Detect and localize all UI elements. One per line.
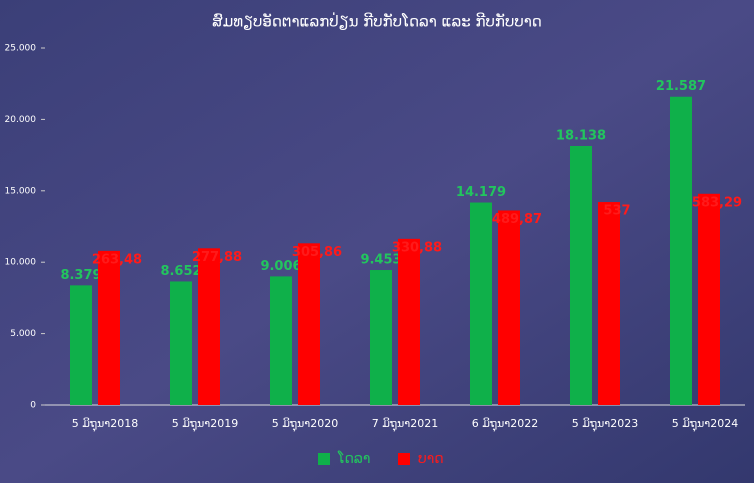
y-tick-label: 5.000 (10, 329, 36, 339)
bar (270, 276, 292, 405)
y-tick-label: 20.000 (5, 115, 37, 125)
x-tick-label: 5 ມິຖຸນາ2018 (72, 417, 138, 432)
x-tick-label: 5 ມິຖຸນາ2023 (572, 417, 638, 432)
value-label: 8.379 (60, 268, 101, 283)
bar (70, 285, 92, 405)
value-label: 18.138 (556, 128, 606, 143)
value-label: 277,88 (192, 250, 242, 265)
value-label: 583,29 (692, 195, 742, 210)
y-tick-label: 0 (30, 401, 36, 411)
value-label: 14.179 (456, 185, 506, 200)
value-label: 9.453 (360, 253, 401, 268)
bar (370, 270, 392, 405)
bar (198, 248, 220, 405)
chart-title: ສົມທຽບອັດຕາແລກປ່ຽນ ກີບກັບໂດລາ ແລະ ກີບກັບ… (212, 11, 542, 30)
value-label: 489,87 (492, 212, 542, 227)
y-tick-label: 10.000 (5, 258, 37, 268)
bar (598, 202, 620, 405)
bar (98, 250, 120, 405)
y-tick-label: 25.000 (5, 44, 37, 54)
bar (298, 243, 320, 405)
x-tick-label: 6 ມິຖຸນາ2022 (472, 417, 538, 432)
bar (570, 145, 592, 405)
legend-label: ໂດລາ (337, 450, 370, 467)
bar (398, 238, 420, 405)
value-label: 8.652 (160, 264, 201, 279)
value-label: 263,48 (92, 252, 142, 267)
bar (170, 281, 192, 405)
bar (498, 210, 520, 405)
bar (470, 202, 492, 405)
value-label: 21.587 (656, 79, 706, 94)
legend-swatch (318, 453, 330, 465)
x-tick-label: 5 ມິຖຸນາ2020 (272, 417, 338, 432)
value-label: 305,86 (292, 245, 342, 260)
value-label: 330,88 (392, 240, 442, 255)
y-tick-label: 15.000 (5, 186, 37, 196)
x-tick-label: 5 ມິຖຸນາ2024 (672, 417, 738, 432)
bar (698, 193, 720, 405)
x-tick-label: 5 ມິຖຸນາ2019 (172, 417, 238, 432)
x-tick-label: 7 ມິຖຸນາ2021 (372, 417, 438, 432)
legend-label: ບາດ (418, 451, 444, 467)
value-label: 9.006 (260, 259, 301, 274)
bar (670, 96, 692, 405)
legend-swatch (398, 453, 410, 465)
value-label: 537 (603, 204, 630, 219)
